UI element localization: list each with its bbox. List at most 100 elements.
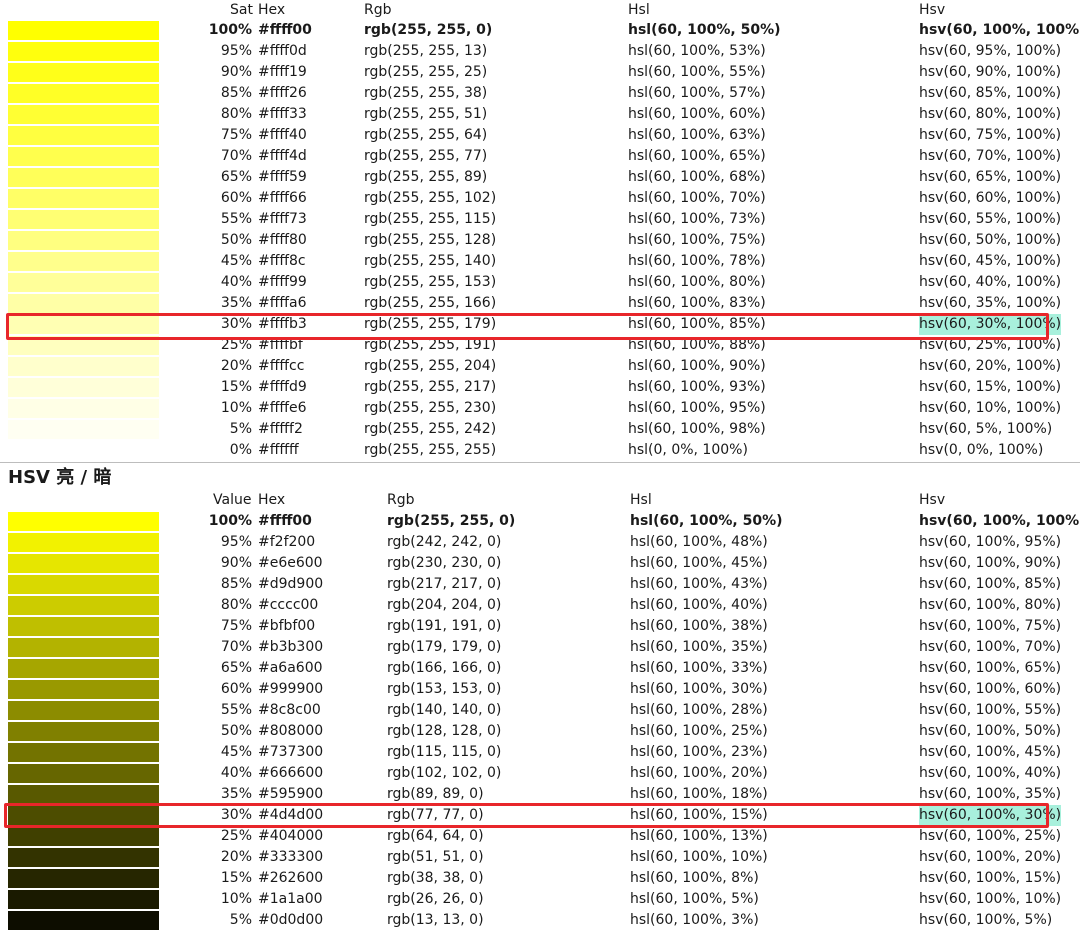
hsl-cell: hsl(0, 0%, 100%) <box>628 442 748 458</box>
hex-cell: #808000 <box>258 723 324 739</box>
rgb-cell: rgb(255, 255, 128) <box>364 232 497 248</box>
hex-cell: #737300 <box>258 744 324 760</box>
hsl-cell: hsl(60, 100%, 13%) <box>630 828 768 844</box>
percent-cell: 50% <box>220 723 252 739</box>
hex-cell: #ffff40 <box>258 127 307 143</box>
header-hsl: Hsl <box>630 492 652 508</box>
hsl-cell: hsl(60, 100%, 83%) <box>628 295 766 311</box>
color-row: 55% #8c8c00 rgb(140, 140, 0) hsl(60, 100%, … <box>0 700 1080 721</box>
hex-cell: #ffff59 <box>258 169 307 185</box>
percent-cell: 65% <box>220 169 252 185</box>
color-swatch <box>8 252 159 271</box>
hsl-cell: hsl(60, 100%, 88%) <box>628 337 766 353</box>
highlight-marker-value-30 <box>4 803 1049 828</box>
color-row: 90% #e6e600 rgb(230, 230, 0) hsl(60, 100%, … <box>0 553 1080 574</box>
hsl-cell: hsl(60, 100%, 8%) <box>630 870 759 886</box>
color-row: 85% #ffff26 rgb(255, 255, 38) hsl(60, 100%,… <box>0 83 1080 104</box>
hsv-cell: hsv(60, 10%, 100%) <box>919 400 1062 416</box>
color-swatch <box>8 890 159 909</box>
hsl-cell: hsl(60, 100%, 65%) <box>628 148 766 164</box>
color-row: 50% #808000 rgb(128, 128, 0) hsl(60, 100%, … <box>0 721 1080 742</box>
rgb-cell: rgb(140, 140, 0) <box>387 702 502 718</box>
hsl-cell: hsl(60, 100%, 45%) <box>630 555 768 571</box>
hex-cell: #404000 <box>258 828 324 844</box>
color-swatch <box>8 617 159 636</box>
color-row: 95% #f2f200 rgb(242, 242, 0) hsl(60, 100%, … <box>0 532 1080 553</box>
color-row: 75% #bfbf00 rgb(191, 191, 0) hsl(60, 100%, … <box>0 616 1080 637</box>
color-swatch <box>8 680 159 699</box>
color-row: 40% #ffff99 rgb(255, 255, 153) hsl(60, 100%… <box>0 272 1080 293</box>
color-row: 50% #ffff80 rgb(255, 255, 128) hsl(60, 100%… <box>0 230 1080 251</box>
hex-cell: #262600 <box>258 870 324 886</box>
hsl-cell: hsl(60, 100%, 53%) <box>628 43 766 59</box>
hsl-cell: hsl(60, 100%, 90%) <box>628 358 766 374</box>
hex-cell: #ffffb3 <box>258 316 307 332</box>
hsv-cell: hsv(60, 60%, 100%) <box>919 190 1062 206</box>
color-row: 100% #ffff00 rgb(255, 255, 0) hsl(60, 100%,… <box>0 20 1080 41</box>
percent-cell: 40% <box>220 765 252 781</box>
highlight-marker-saturation-30 <box>6 313 1049 340</box>
color-row: 10% #1a1a00 rgb(26, 26, 0) hsl(60, 100%, 5%… <box>0 889 1080 910</box>
hsl-cell: hsl(60, 100%, 15%) <box>630 807 768 823</box>
hsv-cell: hsv(60, 100%, 5%) <box>919 912 1053 928</box>
hex-cell: #ffffa6 <box>258 295 307 311</box>
saturation-table-header: Sat Hex Rgb Hsl Hsv <box>0 0 1080 21</box>
rgb-cell: rgb(255, 255, 204) <box>364 358 497 374</box>
hsl-cell: hsl(60, 100%, 38%) <box>630 618 768 634</box>
percent-cell: 35% <box>220 786 252 802</box>
hex-cell: #999900 <box>258 681 324 697</box>
hex-cell: #b3b300 <box>258 639 324 655</box>
color-swatch <box>8 533 159 552</box>
hsv-cell: hsv(60, 100%, 55%) <box>919 702 1062 718</box>
color-swatch <box>8 785 159 804</box>
color-swatch <box>8 336 159 355</box>
color-swatch <box>8 638 159 657</box>
rgb-cell: rgb(255, 255, 115) <box>364 211 497 227</box>
hsl-cell: hsl(60, 100%, 93%) <box>628 379 766 395</box>
hex-cell: #fffff2 <box>258 421 303 437</box>
rgb-cell: rgb(13, 13, 0) <box>387 912 484 928</box>
hsl-cell: hsl(60, 100%, 75%) <box>628 232 766 248</box>
hex-cell: #bfbf00 <box>258 618 316 634</box>
color-swatch <box>8 126 159 145</box>
rgb-cell: rgb(38, 38, 0) <box>387 870 484 886</box>
rgb-cell: rgb(255, 255, 25) <box>364 64 488 80</box>
hsl-cell: hsl(60, 100%, 55%) <box>628 64 766 80</box>
rgb-cell: rgb(191, 191, 0) <box>387 618 502 634</box>
color-row: 80% #cccc00 rgb(204, 204, 0) hsl(60, 100%, … <box>0 595 1080 616</box>
color-swatch <box>8 273 159 292</box>
percent-cell: 5% <box>229 912 252 928</box>
hsv-cell: hsv(60, 85%, 100%) <box>919 85 1062 101</box>
percent-cell: 100% <box>208 22 252 38</box>
percent-cell: 95% <box>220 43 252 59</box>
hsv-cell: hsv(60, 100%, 70%) <box>919 639 1062 655</box>
percent-cell: 45% <box>220 253 252 269</box>
hsv-cell: hsv(60, 100%, 85%) <box>919 576 1062 592</box>
hsl-cell: hsl(60, 100%, 73%) <box>628 211 766 227</box>
hex-cell: #ffffcc <box>258 358 305 374</box>
hsl-cell: hsl(60, 100%, 40%) <box>630 597 768 613</box>
hsv-cell: hsv(60, 100%, 35%) <box>919 786 1062 802</box>
color-row: 65% #a6a600 rgb(166, 166, 0) hsl(60, 100%, … <box>0 658 1080 679</box>
color-swatch <box>8 806 159 825</box>
rgb-cell: rgb(255, 255, 38) <box>364 85 488 101</box>
percent-cell: 60% <box>220 681 252 697</box>
rgb-cell: rgb(255, 255, 0) <box>364 22 493 38</box>
hsv-cell: hsv(60, 75%, 100%) <box>919 127 1062 143</box>
rgb-cell: rgb(166, 166, 0) <box>387 660 502 676</box>
color-row: 60% #999900 rgb(153, 153, 0) hsl(60, 100%, … <box>0 679 1080 700</box>
color-swatch <box>8 554 159 573</box>
hex-cell: #4d4d00 <box>258 807 324 823</box>
hsl-cell: hsl(60, 100%, 20%) <box>630 765 768 781</box>
color-swatch <box>8 315 159 334</box>
rgb-cell: rgb(255, 255, 64) <box>364 127 488 143</box>
hex-cell: #cccc00 <box>258 597 319 613</box>
hex-cell: #ffffff <box>258 442 299 458</box>
percent-cell: 20% <box>220 358 252 374</box>
percent-cell: 60% <box>220 190 252 206</box>
color-swatch <box>8 21 159 40</box>
hsv-cell: hsv(60, 30%, 100%) <box>919 314 1062 335</box>
hex-cell: #595900 <box>258 786 324 802</box>
header-value: Value <box>213 492 252 508</box>
hex-cell: #333300 <box>258 849 324 865</box>
